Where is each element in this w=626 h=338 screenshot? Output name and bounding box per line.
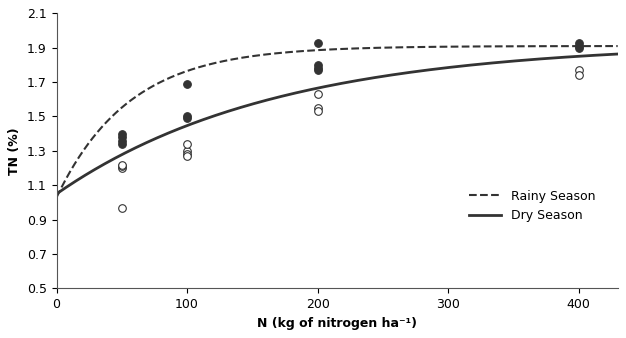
- Point: [117, 205, 127, 210]
- Point: [182, 141, 192, 147]
- Point: [117, 165, 127, 171]
- Point: [117, 164, 127, 169]
- X-axis label: N (kg of nitrogen ha⁻¹): N (kg of nitrogen ha⁻¹): [257, 317, 417, 330]
- Point: [117, 162, 127, 167]
- Point: [182, 152, 192, 157]
- Point: [312, 62, 322, 68]
- Point: [117, 141, 127, 147]
- Point: [182, 148, 192, 153]
- Point: [312, 66, 322, 71]
- Point: [182, 153, 192, 159]
- Legend: Rainy Season, Dry Season: Rainy Season, Dry Season: [464, 185, 600, 227]
- Point: [573, 40, 583, 45]
- Point: [117, 131, 127, 136]
- Point: [312, 105, 322, 111]
- Point: [312, 67, 322, 73]
- Point: [573, 43, 583, 49]
- Point: [182, 116, 192, 121]
- Point: [117, 138, 127, 143]
- Point: [312, 91, 322, 97]
- Point: [312, 40, 322, 45]
- Point: [182, 114, 192, 119]
- Point: [117, 135, 127, 140]
- Point: [573, 73, 583, 78]
- Point: [573, 45, 583, 50]
- Point: [182, 81, 192, 87]
- Point: [312, 108, 322, 114]
- Y-axis label: TN (%): TN (%): [8, 127, 21, 175]
- Point: [573, 67, 583, 73]
